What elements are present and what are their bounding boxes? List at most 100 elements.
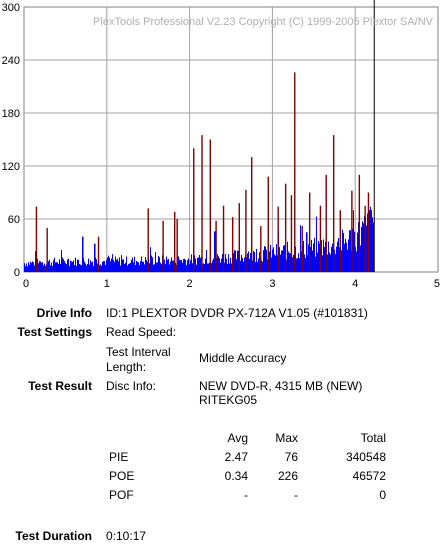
pie-bar [287, 241, 288, 272]
pie-bar [120, 265, 121, 272]
pie-bar [218, 256, 219, 272]
y-tick-label: 180 [2, 108, 20, 120]
pie-bar [109, 257, 110, 272]
pie-bar [145, 256, 146, 272]
pie-bar [207, 263, 208, 272]
stats-row-avg: - [244, 488, 248, 502]
pie-bar [107, 257, 108, 272]
pie-bar [140, 261, 141, 272]
pie-bar [356, 251, 357, 272]
pie-bar [224, 262, 225, 272]
pie-bar [297, 257, 298, 272]
pie-bar [371, 210, 372, 272]
stats-row-name: PIE [109, 450, 129, 464]
pie-bar [88, 258, 89, 272]
pie-bar [281, 250, 282, 272]
pie-bar [219, 258, 220, 272]
pie-bar [182, 262, 183, 272]
pie-bar [276, 244, 277, 272]
test-settings-label: Test Settings [17, 325, 92, 339]
pie-bar [60, 263, 61, 272]
pie-bar [327, 254, 328, 272]
pie-bar [197, 257, 198, 272]
pie-bar [42, 261, 43, 272]
pie-bar [77, 259, 78, 272]
pie-bar [198, 257, 199, 272]
y-tick-label: 240 [2, 55, 20, 67]
pie-bar [101, 265, 102, 272]
pie-bar [199, 255, 200, 272]
pie-bar [240, 260, 241, 272]
pie-bar [301, 251, 302, 272]
stats-row-max: 226 [277, 469, 298, 483]
x-tick-label: 0 [23, 278, 29, 290]
pie-bar [279, 247, 280, 272]
y-axis-ticks: 300 240 180 120 60 0 [2, 2, 20, 279]
pie-bar [135, 264, 136, 272]
pie-bar [288, 251, 289, 272]
pie-bar [184, 258, 185, 272]
stats-header-avg: Avg [227, 431, 248, 445]
pie-bar [225, 253, 226, 272]
pie-bar [44, 263, 45, 272]
stats-header-total: Total [360, 431, 386, 445]
pie-bar [286, 259, 287, 272]
stats-row-name: POE [109, 469, 135, 483]
chart-title: PlexTools Professional V2.23 Copyright (… [93, 16, 434, 28]
pie-bar [338, 238, 339, 272]
pie-bar [146, 260, 147, 272]
pie-bar [366, 225, 367, 272]
pie-bar [336, 246, 337, 272]
pie-bar [29, 264, 30, 272]
pie-bar [273, 247, 274, 272]
pie-bar [144, 264, 145, 272]
pie-bar [330, 254, 331, 272]
pie-spike [82, 236, 84, 272]
pie-bar [75, 257, 76, 272]
pie-bar [191, 254, 192, 272]
pie-bar [37, 258, 38, 272]
pie-bar [166, 256, 167, 272]
pie-bar [141, 256, 142, 272]
pie-bar [206, 249, 207, 272]
pie-bar [180, 260, 181, 272]
grid-lines [24, 7, 438, 272]
pie-bar [26, 263, 27, 272]
pie-bar [304, 254, 305, 272]
poe-series [35, 72, 370, 272]
pie-bar [179, 259, 180, 272]
stats-row-max: - [294, 488, 298, 502]
pie-bar [97, 263, 98, 272]
pie-bar [76, 265, 77, 272]
pie-bar [238, 251, 239, 272]
pie-bar [188, 258, 189, 272]
pie-bar [80, 264, 81, 272]
pie-bar [342, 229, 343, 272]
pie-bar [129, 263, 130, 272]
scan-chart: 300 240 180 120 60 0 0 1 2 3 4 5 PlexTools Profess… [2, 0, 440, 290]
pie-bar [114, 261, 115, 272]
pie-bar [113, 259, 114, 272]
stats-row-max: 76 [284, 450, 298, 464]
pie-bar [117, 258, 118, 272]
test-interval-label: Test Interval [106, 345, 171, 359]
pie-bar [349, 230, 350, 272]
stats-row-total: 0 [379, 488, 386, 502]
pie-bar [137, 261, 138, 272]
pie-bar [325, 242, 326, 272]
pie-bar [30, 261, 31, 272]
pie-bar [130, 262, 131, 272]
pie-bar [156, 262, 157, 272]
pie-bar [100, 264, 101, 272]
pie-bar [158, 255, 159, 272]
pie-bar [72, 261, 73, 272]
pie-bar [78, 259, 79, 272]
pie-bar [123, 259, 124, 272]
pie-bar [64, 260, 65, 272]
pie-bar [143, 261, 144, 272]
pie-bar [151, 255, 152, 272]
pie-bar [27, 266, 28, 272]
pie-bar [270, 244, 271, 272]
pie-bar [262, 261, 263, 272]
pie-bar [183, 259, 184, 272]
